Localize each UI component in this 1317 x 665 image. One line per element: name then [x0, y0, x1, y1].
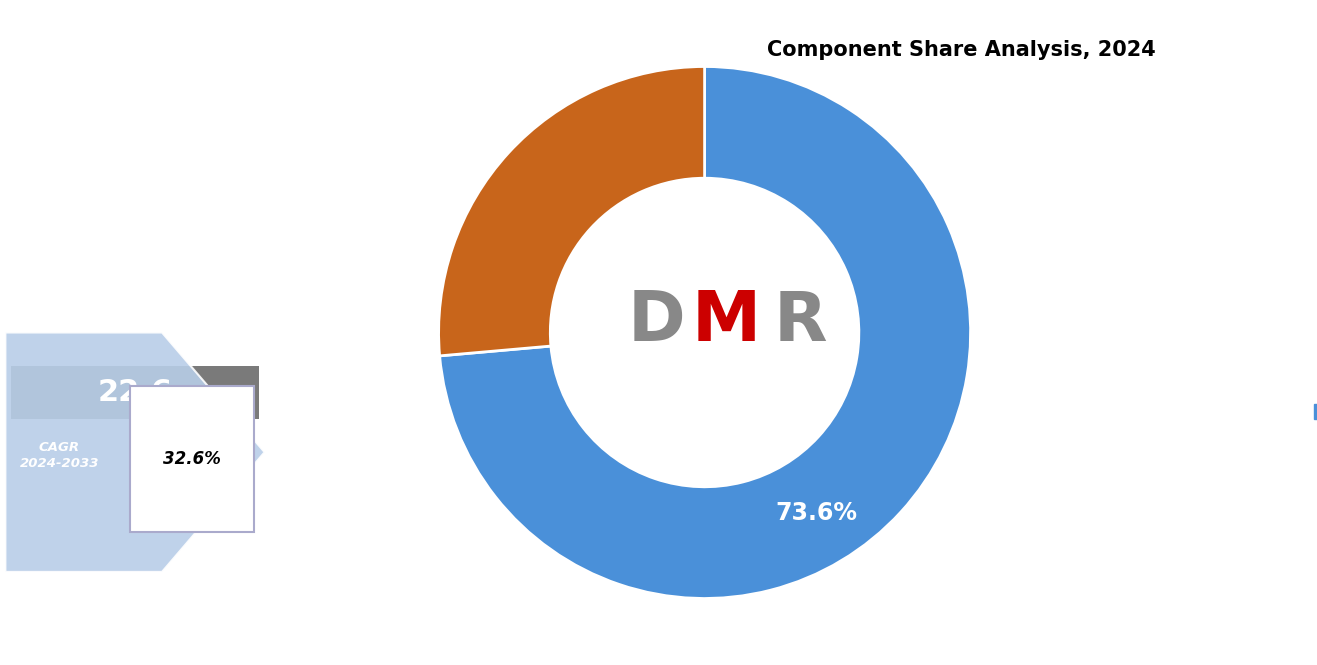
Text: CAGR
2024-2033: CAGR 2024-2033: [20, 441, 99, 470]
FancyBboxPatch shape: [129, 386, 254, 532]
Text: R: R: [773, 289, 827, 355]
Text: 73.6%: 73.6%: [776, 501, 857, 525]
Text: Global Natural
Language
Understanding (NLU)
Market Size
(USD Billion), 2024: Global Natural Language Understanding (N…: [47, 233, 223, 332]
Wedge shape: [439, 66, 705, 356]
FancyBboxPatch shape: [11, 366, 259, 419]
Text: D: D: [628, 289, 686, 355]
Text: Component Share Analysis, 2024: Component Share Analysis, 2024: [766, 40, 1156, 60]
Wedge shape: [440, 66, 971, 598]
Text: Dimension
Market
Research: Dimension Market Research: [57, 20, 213, 108]
Text: 32.6%: 32.6%: [163, 450, 221, 468]
Legend: Software, Services: Software, Services: [1308, 396, 1317, 428]
Text: 22.6: 22.6: [97, 378, 173, 407]
Polygon shape: [5, 332, 265, 572]
Text: M: M: [691, 289, 760, 355]
